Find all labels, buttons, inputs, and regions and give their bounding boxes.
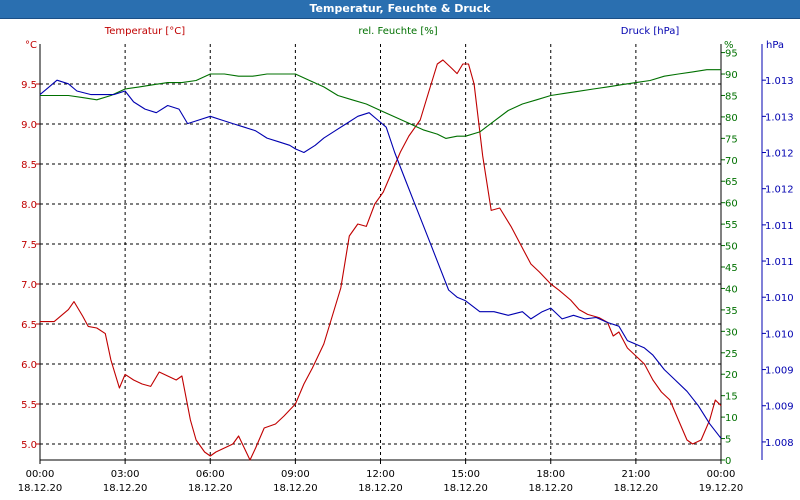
humidity-tick-label: 70: [725, 156, 738, 167]
pressure-tick-label: 1.013: [765, 76, 794, 87]
humidity-tick-label: 90: [725, 70, 738, 81]
humidity-tick-label: 50: [725, 242, 738, 253]
x-tick-date: 18.12.20: [103, 483, 148, 494]
temp-tick-label: 8.0: [21, 200, 37, 211]
humidity-line: [40, 69, 721, 139]
x-tick-time: 09:00: [281, 469, 310, 480]
pressure-unit: hPa: [766, 40, 784, 51]
x-tick-date: 18.12.20: [528, 483, 573, 494]
humidity-tick-label: 65: [725, 177, 738, 188]
temp-unit: °C: [25, 40, 37, 51]
temp-tick-label: 9.5: [21, 80, 37, 91]
humidity-tick-label: 0: [725, 456, 731, 467]
x-tick-date: 19.12.20: [699, 483, 744, 494]
pressure-tick-label: 1.011: [765, 257, 794, 268]
pressure-line: [39, 79, 722, 439]
x-tick-time: 12:00: [366, 469, 395, 480]
pressure-axis-title: Druck [hPa]: [621, 26, 680, 37]
humidity-tick-label: 10: [725, 413, 738, 424]
humidity-tick-label: 25: [725, 349, 738, 360]
axes: [36, 44, 766, 464]
humidity-tick-label: 5: [725, 435, 731, 446]
temp-tick-label: 7.0: [21, 280, 37, 291]
temp-tick-label: 5.5: [21, 400, 37, 411]
temp-tick-label: 6.5: [21, 320, 37, 331]
x-tick-date: 18.12.20: [614, 483, 659, 494]
temp-tick-label: 9.0: [21, 120, 37, 131]
x-tick-date: 18.12.20: [358, 483, 403, 494]
humidity-tick-label: 15: [725, 392, 738, 403]
humidity-tick-label: 75: [725, 134, 738, 145]
humidity-unit: %: [724, 40, 734, 51]
humidity-tick-label: 95: [725, 49, 738, 60]
humidity-tick-label: 40: [725, 284, 738, 295]
humidity-tick-label: 80: [725, 113, 738, 124]
pressure-tick-label: 1.012: [765, 149, 794, 160]
temp-tick-label: 8.5: [21, 160, 37, 171]
temp-tick-label: 5.0: [21, 440, 37, 451]
pressure-tick-label: 1.009: [765, 402, 794, 413]
x-tick-time: 00:00: [707, 469, 736, 480]
temperature-line: [40, 59, 722, 461]
humidity-tick-label: 35: [725, 306, 738, 317]
humidity-tick-label: 60: [725, 199, 738, 210]
humidity-tick-label: 30: [725, 327, 738, 338]
x-tick-date: 18.12.20: [188, 483, 233, 494]
humidity-tick-label: 20: [725, 370, 738, 381]
pressure-tick-label: 1.010: [765, 329, 794, 340]
x-tick-date: 18.12.20: [273, 483, 318, 494]
humidity-tick-label: 55: [725, 220, 738, 231]
pressure-tick-label: 1.008: [765, 438, 794, 449]
x-tick-time: 18:00: [536, 469, 565, 480]
temperature-axis-title: Temperatur [°C]: [104, 26, 185, 37]
x-tick-date: 18.12.20: [443, 483, 488, 494]
grid: [40, 44, 721, 460]
temp-tick-label: 7.5: [21, 240, 37, 251]
pressure-tick-label: 1.012: [765, 185, 794, 196]
humidity-tick-label: 85: [725, 91, 738, 102]
labels: 00:00 18.12.20 03:00 18.12.20 06:00 18.12.20 0…: [18, 26, 794, 494]
x-tick-time: 06:00: [196, 469, 225, 480]
pressure-tick-label: 1.010: [765, 293, 794, 304]
temp-tick-label: 6.0: [21, 360, 37, 371]
x-tick-time: 03:00: [111, 469, 140, 480]
series-layer: [39, 59, 722, 461]
pressure-tick-label: 1.013: [765, 112, 794, 123]
pressure-tick-label: 1.011: [765, 221, 794, 232]
x-tick-time: 15:00: [451, 469, 480, 480]
chart-title: Temperatur, Feuchte & Druck: [0, 0, 800, 19]
pressure-tick-label: 1.009: [765, 366, 794, 377]
x-tick-date: 18.12.20: [18, 483, 63, 494]
x-tick-time: 21:00: [621, 469, 650, 480]
humidity-axis-title: rel. Feuchte [%]: [358, 26, 437, 37]
humidity-tick-label: 45: [725, 263, 738, 274]
x-tick-time: 00:00: [26, 469, 55, 480]
